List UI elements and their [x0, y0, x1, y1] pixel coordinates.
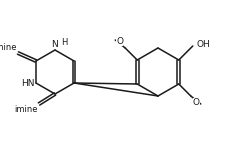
Text: N: N: [51, 40, 58, 49]
Text: O: O: [116, 37, 123, 46]
Text: H: H: [61, 38, 67, 47]
Text: HN: HN: [21, 78, 35, 88]
Text: imine: imine: [14, 105, 38, 114]
Text: OH: OH: [196, 39, 210, 49]
Text: O: O: [192, 98, 199, 107]
Text: imine: imine: [0, 43, 17, 52]
